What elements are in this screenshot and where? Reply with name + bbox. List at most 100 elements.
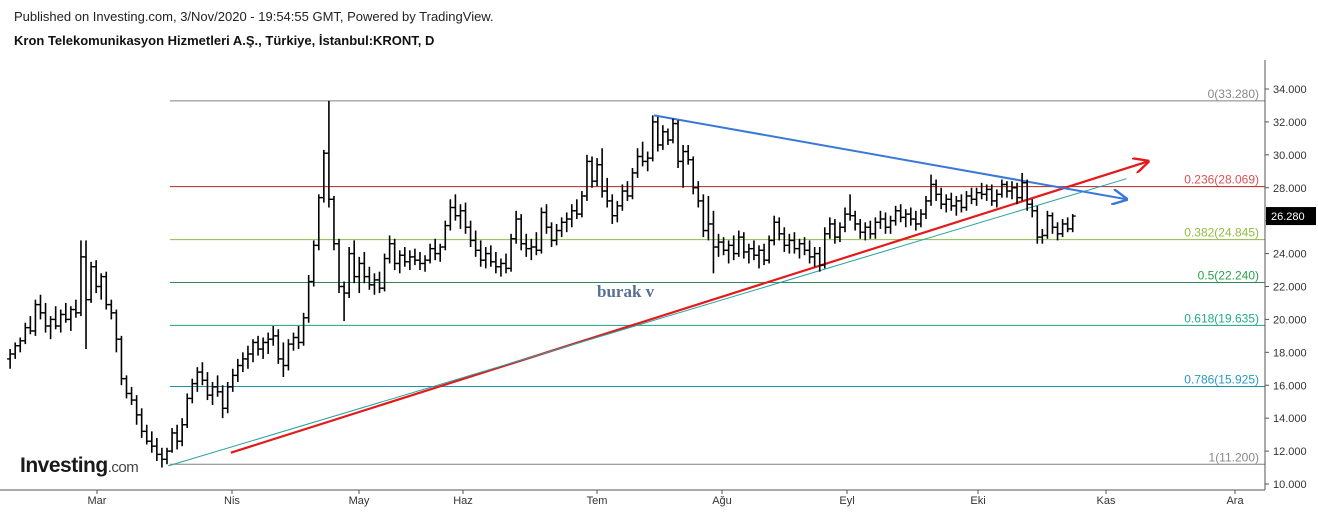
- ohlc-bar: [558, 217, 565, 238]
- ohlc-bar: [239, 352, 246, 373]
- ohlc-bar: [928, 174, 935, 206]
- ohlc-bar: [174, 424, 181, 450]
- y-tick-label: 10.000: [1273, 479, 1307, 491]
- ohlc-bar: [518, 214, 525, 251]
- ohlc-bar: [295, 326, 302, 350]
- fib-label-4: 0.618(19.635): [1184, 311, 1259, 325]
- ohlc-bar: [1029, 199, 1036, 218]
- ohlc-bar: [497, 258, 504, 277]
- x-tick-label: Mar: [88, 495, 107, 507]
- trendlines: [168, 114, 1148, 467]
- y-tick-label: 20.000: [1273, 314, 1307, 326]
- ohlc-bar: [7, 349, 14, 369]
- ohlc-bar: [290, 332, 297, 351]
- ohlc-bar: [589, 156, 596, 188]
- fib-label-0: 0(33.280): [1208, 87, 1259, 101]
- ohlc-bar: [599, 148, 606, 198]
- ohlc-bar: [513, 210, 520, 244]
- ohlc-bar: [619, 184, 626, 211]
- ohlc-bar: [422, 255, 429, 272]
- ohlc-bar: [917, 209, 924, 228]
- y-tick-label: 28.000: [1273, 183, 1307, 195]
- ohlc-bar: [614, 200, 621, 223]
- ohlc-bar: [735, 230, 742, 257]
- ohlc-bar: [953, 195, 960, 216]
- ohlc-bar: [978, 182, 985, 200]
- ohlc-bar: [745, 243, 752, 264]
- ohlc-bar: [634, 148, 641, 178]
- ohlc-bar: [938, 187, 945, 210]
- ohlc-bar: [609, 194, 616, 224]
- ohlc-bar: [639, 141, 646, 167]
- ohlc-bar: [553, 223, 560, 246]
- fib-label-1: 0.236(28.069): [1184, 173, 1259, 187]
- ohlc-bar: [867, 220, 874, 239]
- ohlc-bar: [690, 156, 697, 195]
- ohlc-bar: [406, 250, 413, 271]
- ohlc-bar: [604, 177, 611, 208]
- ohlc-bar: [948, 192, 955, 211]
- ohlc-bar: [194, 367, 201, 392]
- y-tick-label: 12.000: [1273, 446, 1307, 458]
- ohlc-bar: [457, 204, 464, 229]
- ohlc-bar: [786, 233, 793, 254]
- x-tick-label: Ağu: [712, 495, 732, 507]
- ohlc-bar: [492, 251, 499, 274]
- ohlc-bar: [776, 217, 783, 241]
- ohlc-bar: [148, 431, 155, 453]
- fib-label-5: 0.786(15.925): [1184, 372, 1259, 386]
- ohlc-bar: [796, 238, 803, 259]
- ohlc-bar: [907, 207, 914, 226]
- ohlc-bar: [133, 395, 140, 425]
- ohlc-bar: [1064, 217, 1071, 233]
- ohlc-bar: [260, 337, 267, 359]
- ohlc-bar: [1014, 182, 1021, 205]
- ohlc-bar: [72, 299, 79, 318]
- x-tick-label: Eki: [970, 495, 985, 507]
- ohlc-bar: [533, 232, 540, 256]
- ohlc-bar: [1049, 212, 1056, 234]
- ohlc-bar: [963, 191, 970, 211]
- ohlc-bar: [816, 247, 823, 272]
- ohlc-bar: [669, 118, 676, 144]
- ohlc-bar: [411, 248, 418, 266]
- ohlc-bar: [973, 187, 980, 206]
- ohlc-bar: [482, 247, 489, 269]
- ohlc-bar: [943, 194, 950, 213]
- ohlc-bar: [877, 210, 884, 229]
- ohlc-bar: [836, 222, 843, 243]
- ohlc-bar: [887, 215, 894, 234]
- ohlc-bar: [477, 240, 484, 267]
- ohlc-bar: [659, 125, 666, 150]
- investing-logo: Investing.com: [20, 454, 139, 478]
- y-tick-label: 16.000: [1273, 380, 1307, 392]
- y-tick-label: 34.000: [1273, 84, 1307, 96]
- ohlc-bar: [472, 230, 479, 257]
- ohlc-bar: [993, 189, 1000, 208]
- ohlc-bar: [1034, 205, 1041, 244]
- ohlc-bar: [705, 195, 712, 241]
- ohlc-bar: [548, 222, 555, 247]
- ohlc-bar: [523, 233, 530, 257]
- ohlc-bar: [57, 309, 64, 333]
- trendline-blue-resistance: [653, 114, 1126, 199]
- ohlc-bar: [791, 232, 798, 254]
- ohlc-bar: [128, 386, 135, 405]
- ohlc-bar: [811, 247, 818, 267]
- ohlc-bar: [862, 222, 869, 241]
- ohlc-bar: [310, 240, 317, 287]
- ohlc-bar: [761, 243, 768, 266]
- ohlc-bar: [892, 205, 899, 226]
- ohlc-bar: [563, 212, 570, 233]
- ohlc-bars: [7, 100, 1076, 468]
- ohlc-bar: [487, 245, 494, 267]
- ohlc-bar: [315, 194, 322, 251]
- ohlc-bar: [1054, 222, 1061, 241]
- ohlc-bar: [447, 199, 454, 231]
- ohlc-bar: [83, 240, 90, 350]
- x-tick-label: Ara: [1226, 495, 1244, 507]
- ohlc-bar: [988, 184, 995, 206]
- ohlc-bar: [416, 251, 423, 271]
- ohlc-bar: [123, 375, 130, 399]
